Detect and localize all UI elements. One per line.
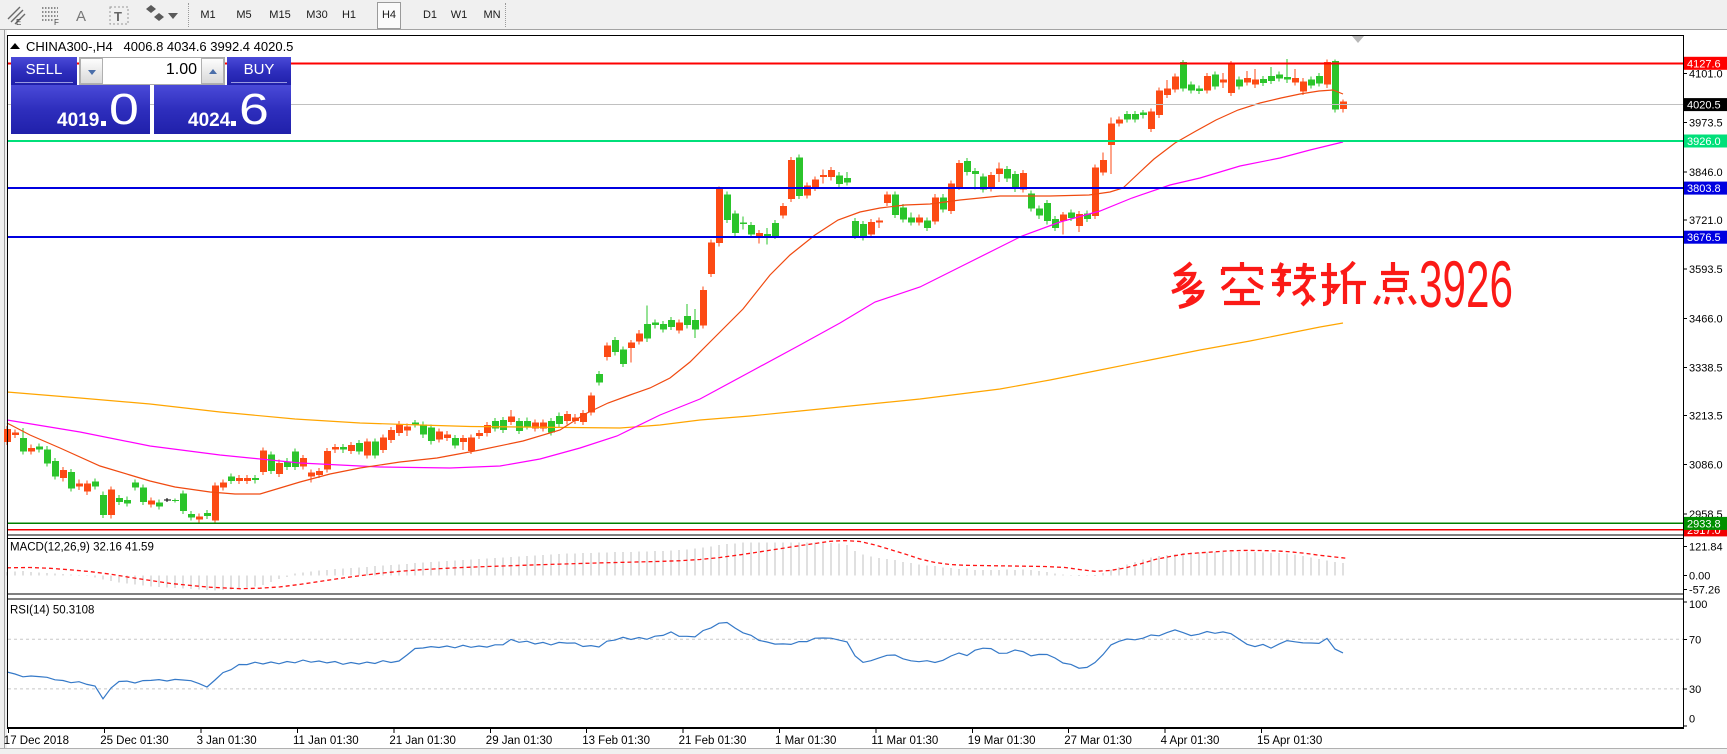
svg-text:MACD(12,26,9) 32.16 41.59: MACD(12,26,9) 32.16 41.59	[10, 542, 154, 554]
svg-text:3466.0: 3466.0	[1689, 313, 1723, 325]
svg-text:0: 0	[1689, 714, 1695, 726]
svg-text:1 Mar 01:30: 1 Mar 01:30	[775, 735, 836, 747]
svg-text:121.84: 121.84	[1689, 541, 1723, 553]
svg-text:11 Mar 01:30: 11 Mar 01:30	[871, 735, 938, 747]
svg-text:3593.5: 3593.5	[1689, 264, 1723, 276]
svg-text:3 Jan 01:30: 3 Jan 01:30	[197, 735, 257, 747]
svg-text:27 Mar 01:30: 27 Mar 01:30	[1064, 735, 1132, 747]
svg-text:4020.5: 4020.5	[1687, 100, 1721, 112]
svg-text:3846.0: 3846.0	[1689, 167, 1723, 179]
svg-text:3926.0: 3926.0	[1687, 136, 1721, 148]
svg-text:A: A	[76, 8, 86, 25]
svg-text:2933.8: 2933.8	[1687, 518, 1721, 530]
svg-text:RSI(14) 50.3108: RSI(14) 50.3108	[10, 605, 94, 617]
svg-text:-57.26: -57.26	[1689, 584, 1720, 596]
svg-text:70: 70	[1689, 634, 1701, 646]
svg-text:13 Feb 01:30: 13 Feb 01:30	[582, 735, 650, 747]
svg-text:19 Mar 01:30: 19 Mar 01:30	[968, 735, 1036, 747]
svg-text:0.00: 0.00	[1689, 571, 1710, 583]
svg-text:T: T	[114, 9, 122, 24]
svg-text:30: 30	[1689, 684, 1701, 696]
svg-text:100: 100	[1689, 599, 1707, 611]
svg-text:25 Dec 01:30: 25 Dec 01:30	[100, 735, 168, 747]
svg-text:15 Apr 01:30: 15 Apr 01:30	[1257, 735, 1322, 747]
svg-text:3721.0: 3721.0	[1689, 215, 1723, 227]
svg-text:17 Dec 2018: 17 Dec 2018	[4, 735, 69, 747]
svg-text:3086.0: 3086.0	[1689, 460, 1723, 472]
svg-text:3926: 3926	[1419, 247, 1513, 321]
svg-text:3803.8: 3803.8	[1687, 183, 1721, 195]
svg-text:21 Jan 01:30: 21 Jan 01:30	[389, 735, 456, 747]
svg-text:4101.0: 4101.0	[1689, 69, 1723, 81]
svg-text:E: E	[16, 18, 21, 27]
svg-text:F: F	[54, 18, 59, 27]
svg-text:4 Apr 01:30: 4 Apr 01:30	[1161, 735, 1220, 747]
svg-text:4127.6: 4127.6	[1687, 58, 1721, 70]
svg-text:21 Feb 01:30: 21 Feb 01:30	[679, 735, 747, 747]
svg-text:3338.5: 3338.5	[1689, 362, 1723, 374]
svg-text:3973.5: 3973.5	[1689, 118, 1723, 130]
svg-text:3676.5: 3676.5	[1687, 232, 1721, 244]
svg-text:11 Jan 01:30: 11 Jan 01:30	[293, 735, 359, 747]
svg-text:29 Jan 01:30: 29 Jan 01:30	[486, 735, 553, 747]
svg-text:3213.5: 3213.5	[1689, 411, 1723, 423]
